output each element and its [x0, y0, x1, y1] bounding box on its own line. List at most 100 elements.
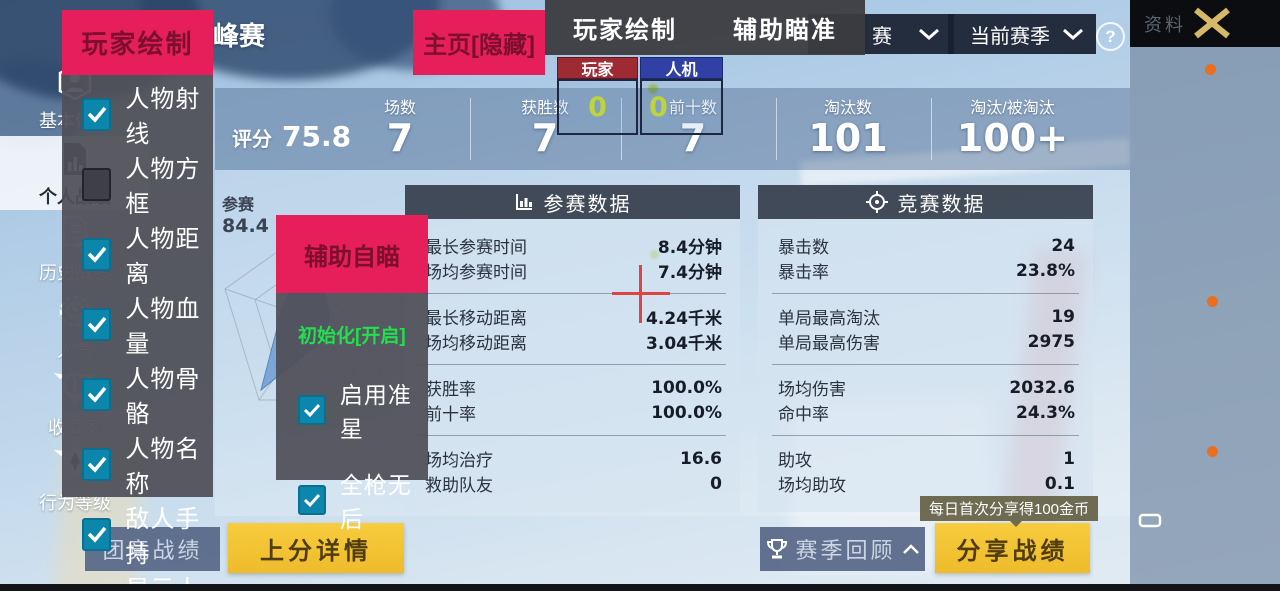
stat-wins: 获胜数 7 [475, 94, 615, 166]
row-label: 暴击数 [778, 238, 829, 257]
toggle-label: 人物血量 [125, 296, 201, 358]
row-value: 2032.6 [1009, 377, 1075, 398]
toggle-label: 人物方框 [125, 156, 201, 218]
stat-value: 7 [531, 116, 559, 160]
toggle-row-ray[interactable]: 人物射线 [82, 79, 213, 149]
row-label: 前十率 [425, 405, 476, 424]
divider [776, 98, 777, 160]
checkbox[interactable] [82, 517, 112, 551]
rank-details-label: 上分详情 [260, 537, 372, 565]
toggle-label: 启用准星 [339, 382, 412, 442]
toggle-label: 全枪无后 [339, 472, 412, 532]
share-stats-button[interactable]: 分享战绩 [935, 523, 1090, 573]
stat-label: 淘汰/被淘汰 [970, 100, 1055, 117]
stat-label: 前十数 [668, 100, 717, 117]
stat-label: 淘汰数 [823, 100, 872, 117]
stat-value: 7 [386, 116, 414, 160]
checkbox[interactable] [82, 377, 112, 411]
counter-bot-label: 人机 [665, 62, 698, 79]
trophy-icon [767, 539, 788, 559]
stat-kills: 淘汰数 101 [778, 94, 918, 166]
toggle-row-crosshair[interactable]: 启用准星 [298, 376, 428, 444]
toggle-label: 人物射线 [125, 86, 201, 148]
cheat-home-button[interactable]: 主页[隐藏] [413, 10, 545, 75]
stat-label: 场数 [383, 100, 416, 117]
checkbox[interactable] [82, 167, 112, 201]
panel-participation: 参赛数据 最长参赛时间 8.4分钟 场均参赛时间 7.4分钟 最长移动距离 4.24千… [405, 185, 740, 512]
row-value: 100.0% [651, 377, 722, 398]
toggle-row-health[interactable]: 人物血量 [82, 289, 213, 359]
row-label: 场均治疗 [425, 451, 493, 470]
row-label: 单局最高伤害 [778, 334, 880, 353]
panel-body: 暴击数 24 暴击率 23.8% 单局最高淘汰 19 单局最高伤害 2975 场均伤害 2… [758, 219, 1093, 512]
season-dropdown[interactable]: 当前赛季 [948, 14, 1096, 54]
toggle-label: 人物距离 [125, 226, 201, 288]
cheat-menu-tabbar: 玩家绘制 辅助瞄准 [545, 0, 865, 55]
share-reward-tooltip: 每日首次分享得100金币 [920, 496, 1098, 527]
row-label: 场均助攻 [778, 476, 846, 495]
rank-details-button[interactable]: 上分详情 [228, 523, 404, 573]
toggle-row-weapon[interactable]: 敌人手持 [82, 499, 213, 569]
init-status: 初始化[开启] [298, 326, 406, 347]
divider [772, 293, 1079, 294]
chevron-down-icon [1063, 28, 1083, 40]
toggle-row-norecoil[interactable]: 全枪无后 [298, 466, 428, 534]
panel-participation-header: 参赛数据 [405, 185, 740, 219]
target-icon [865, 191, 888, 213]
toggle-row-distance[interactable]: 人物距离 [82, 219, 213, 289]
row-value: 100.0% [651, 402, 722, 423]
counter-bot-value-box: 0 [640, 79, 723, 135]
row-value: 24 [1051, 235, 1075, 256]
checkbox[interactable] [298, 395, 326, 425]
sidebar [1130, 47, 1280, 591]
cheat-tab-aim[interactable]: 辅助瞄准 [733, 17, 837, 44]
divider [470, 98, 471, 160]
toggle-label: 敌人手持 [125, 506, 201, 568]
row-value: 3.04千米 [646, 334, 722, 354]
check-icon [87, 106, 107, 123]
row-value: 0 [710, 473, 722, 494]
check-icon [87, 386, 107, 403]
row-label: 获胜率 [425, 380, 476, 399]
cheat-draw-panel-header[interactable]: 玩家绘制 [62, 10, 213, 75]
cheat-home-label: 主页[隐藏] [423, 32, 535, 59]
score-band [215, 88, 1130, 170]
toggle-label: 人物名称 [125, 436, 201, 498]
row-label: 助攻 [778, 451, 812, 470]
counter-bot-button[interactable]: 人机 [640, 57, 723, 79]
check-icon [87, 246, 107, 263]
toggle-row-skeleton[interactable]: 人物骨骼 [82, 359, 213, 429]
toggle-row-box[interactable]: 人物方框 [82, 149, 213, 219]
checkbox[interactable] [82, 97, 112, 131]
checkbox[interactable] [82, 447, 112, 481]
sidebar-item-label: 行为等级 [39, 493, 111, 513]
toggle-row-name[interactable]: 人物名称 [82, 429, 213, 499]
row-label: 命中率 [778, 405, 829, 424]
chevron-up-icon [902, 543, 919, 554]
close-icon[interactable] [1182, 6, 1242, 40]
help-button[interactable]: ? [1096, 22, 1125, 51]
cheat-aim-panel-header[interactable]: 辅助自瞄 [276, 215, 428, 293]
stat-label: 获胜数 [520, 100, 569, 117]
checkbox[interactable] [82, 237, 112, 271]
check-icon [303, 403, 321, 418]
page-title: 峰赛 [213, 21, 266, 51]
divider [419, 293, 726, 294]
cheat-draw-panel: 人物射线 人物方框 人物距离 人物血量 人物骨骼 人物名称 敌人手持 显示人数 [62, 75, 213, 591]
divider [772, 364, 1079, 365]
team-stats-label: 团竞战绩 [102, 538, 203, 563]
checkbox[interactable] [82, 307, 112, 341]
leaf-dot-decor [648, 84, 658, 94]
stat-kd: 淘汰/被淘汰 100+ [935, 94, 1090, 166]
cheat-aim-panel: 初始化[开启] 启用准星 全枪无后 [276, 293, 428, 532]
row-value: 19 [1051, 306, 1075, 327]
counter-player-button[interactable]: 玩家 [557, 57, 638, 79]
row-value: 1 [1063, 448, 1075, 469]
season-review-button[interactable]: 赛季回顾 [760, 527, 925, 571]
radar-axis-label: 参赛 84.4 [222, 196, 269, 236]
share-reward-text: 每日首次分享得100金币 [928, 501, 1090, 518]
checkbox[interactable] [298, 485, 326, 515]
cheat-tab-draw[interactable]: 玩家绘制 [573, 17, 677, 44]
row-value: 24.3% [1016, 402, 1075, 423]
